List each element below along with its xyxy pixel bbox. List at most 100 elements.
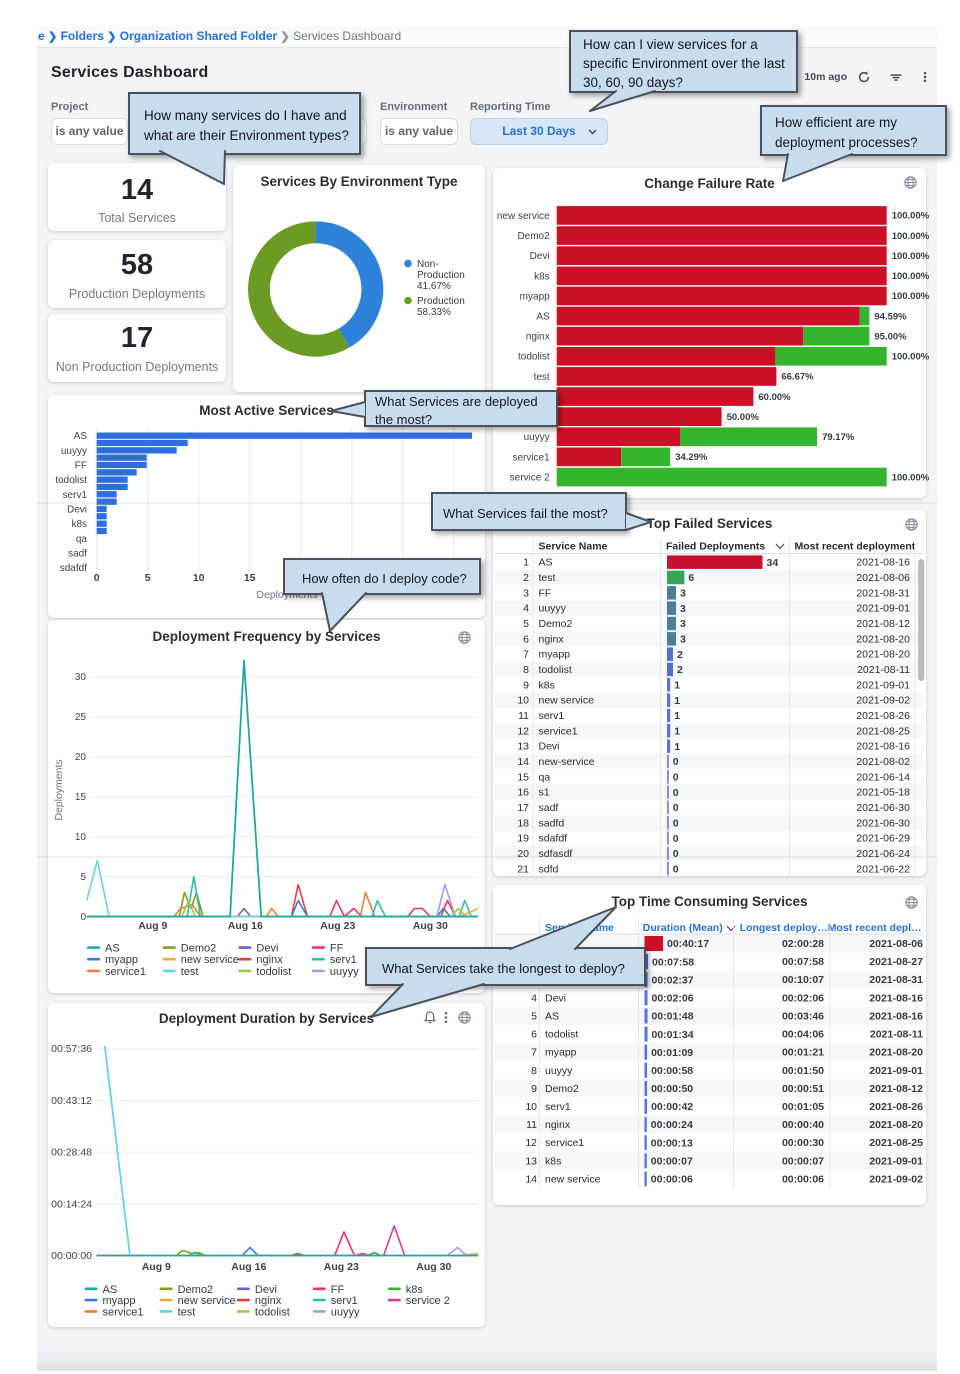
svg-text:100.00%: 100.00% <box>892 231 930 242</box>
svg-text:00:01:50: 00:01:50 <box>782 1065 824 1077</box>
svg-text:k8s: k8s <box>545 1155 561 1167</box>
svg-text:k8s: k8s <box>534 271 550 282</box>
svg-text:myapp: myapp <box>545 1047 577 1059</box>
svg-text:11: 11 <box>518 710 529 722</box>
svg-text:20: 20 <box>75 752 87 763</box>
svg-text:qa: qa <box>76 534 88 545</box>
svg-text:14: 14 <box>525 1173 537 1185</box>
svg-text:FF: FF <box>331 1284 345 1296</box>
svg-text:3: 3 <box>680 603 686 615</box>
svg-text:00:28:48: 00:28:48 <box>51 1147 92 1159</box>
svg-text:2021-08-16: 2021-08-16 <box>869 1011 923 1023</box>
svg-text:Aug 30: Aug 30 <box>416 1261 451 1273</box>
svg-text:service1: service1 <box>512 452 550 463</box>
svg-text:1: 1 <box>674 695 680 707</box>
svg-text:00:01:21: 00:01:21 <box>782 1047 824 1059</box>
svg-text:new-service: new-service <box>539 756 595 768</box>
svg-text:0: 0 <box>673 787 679 799</box>
svg-text:8: 8 <box>523 664 529 676</box>
svg-text:5: 5 <box>145 572 151 584</box>
svg-text:myapp: myapp <box>103 1295 136 1307</box>
svg-text:7: 7 <box>531 1047 537 1059</box>
svg-text:Devi: Devi <box>67 505 87 516</box>
svg-text:13: 13 <box>525 1155 537 1167</box>
svg-text:nginx: nginx <box>526 332 550 343</box>
svg-text:todolist: todolist <box>518 352 550 363</box>
svg-text:2021-09-01: 2021-09-01 <box>869 1065 923 1077</box>
svg-text:qa: qa <box>539 771 551 783</box>
svg-text:todolist: todolist <box>545 1029 578 1041</box>
svg-text:AS: AS <box>74 431 88 442</box>
svg-text:Non-: Non- <box>417 259 439 270</box>
svg-text:8: 8 <box>531 1065 537 1077</box>
svg-text:AS: AS <box>545 1011 559 1023</box>
svg-text:79.17%: 79.17% <box>822 432 855 443</box>
svg-text:myapp: myapp <box>520 291 550 302</box>
svg-text:00:03:46: 00:03:46 <box>782 1011 824 1023</box>
svg-text:2: 2 <box>523 572 529 584</box>
svg-text:0: 0 <box>673 756 679 768</box>
svg-text:uuyyy: uuyyy <box>331 1306 360 1318</box>
svg-text:100.00%: 100.00% <box>892 271 930 282</box>
svg-text:uuyyy: uuyyy <box>539 603 567 615</box>
svg-text:2021-08-31: 2021-08-31 <box>856 587 910 599</box>
svg-text:k8s: k8s <box>406 1284 424 1296</box>
svg-text:Production: Production <box>417 296 465 307</box>
svg-text:00:01:48: 00:01:48 <box>652 1011 694 1023</box>
svg-text:19: 19 <box>517 833 529 845</box>
svg-text:Devi: Devi <box>545 992 566 1004</box>
svg-text:Devi: Devi <box>530 251 550 262</box>
svg-text:serv1: serv1 <box>545 1101 571 1113</box>
svg-text:2021-08-20: 2021-08-20 <box>856 649 910 661</box>
svg-text:00:00:24: 00:00:24 <box>651 1119 693 1131</box>
svg-text:00:07:58: 00:07:58 <box>652 956 694 968</box>
svg-text:1: 1 <box>674 710 680 722</box>
svg-text:Production: Production <box>417 270 465 281</box>
svg-text:2021-08-11: 2021-08-11 <box>870 1029 923 1041</box>
svg-text:2021-08-12: 2021-08-12 <box>869 1083 923 1095</box>
svg-text:00:00:42: 00:00:42 <box>651 1101 693 1113</box>
svg-text:13: 13 <box>517 741 529 753</box>
svg-text:00:00:58: 00:00:58 <box>651 1065 693 1077</box>
svg-text:0: 0 <box>673 818 679 830</box>
svg-text:Duration (Mean): Duration (Mean) <box>643 922 723 934</box>
svg-text:00:00:06: 00:00:06 <box>651 1174 693 1186</box>
svg-text:00:00:50: 00:00:50 <box>651 1083 693 1095</box>
svg-text:12: 12 <box>517 725 529 737</box>
svg-text:serv1: serv1 <box>539 710 565 722</box>
svg-text:0: 0 <box>673 802 679 814</box>
svg-text:uuyyy: uuyyy <box>545 1065 573 1077</box>
svg-text:uuyyy: uuyyy <box>524 432 550 443</box>
svg-text:Demo2: Demo2 <box>545 1083 579 1095</box>
svg-text:k8s: k8s <box>539 679 555 691</box>
svg-text:new service: new service <box>178 1295 236 1307</box>
svg-text:Aug 9: Aug 9 <box>138 920 167 932</box>
svg-text:15: 15 <box>75 792 87 803</box>
svg-text:Demo2: Demo2 <box>178 1284 213 1296</box>
svg-text:00:14:24: 00:14:24 <box>51 1198 92 1210</box>
svg-text:1: 1 <box>674 741 680 753</box>
svg-text:2021-09-01: 2021-09-01 <box>856 603 910 615</box>
svg-text:20: 20 <box>517 848 529 860</box>
svg-text:sdfd: sdfd <box>539 863 559 875</box>
svg-text:1: 1 <box>674 680 680 692</box>
svg-text:00:43:12: 00:43:12 <box>51 1095 92 1107</box>
svg-text:58.33%: 58.33% <box>417 307 451 318</box>
svg-text:30: 30 <box>75 672 87 683</box>
svg-text:100.00%: 100.00% <box>892 251 930 262</box>
svg-text:nginx: nginx <box>539 633 565 645</box>
svg-text:00:00:00: 00:00:00 <box>51 1250 92 1262</box>
svg-text:18: 18 <box>517 817 529 829</box>
svg-text:100.00%: 100.00% <box>892 352 930 363</box>
svg-text:Demo2: Demo2 <box>539 618 573 630</box>
svg-text:s1: s1 <box>539 787 550 799</box>
svg-text:2021-08-27: 2021-08-27 <box>869 956 923 968</box>
svg-text:00:10:07: 00:10:07 <box>782 974 824 986</box>
svg-text:02:00:28: 02:00:28 <box>782 938 824 950</box>
svg-text:00:00:07: 00:00:07 <box>782 1155 824 1167</box>
svg-text:21: 21 <box>517 863 529 875</box>
svg-text:sadf: sadf <box>68 549 87 560</box>
svg-text:0: 0 <box>673 864 679 876</box>
svg-text:2: 2 <box>677 649 683 661</box>
svg-text:nginx: nginx <box>545 1119 571 1131</box>
